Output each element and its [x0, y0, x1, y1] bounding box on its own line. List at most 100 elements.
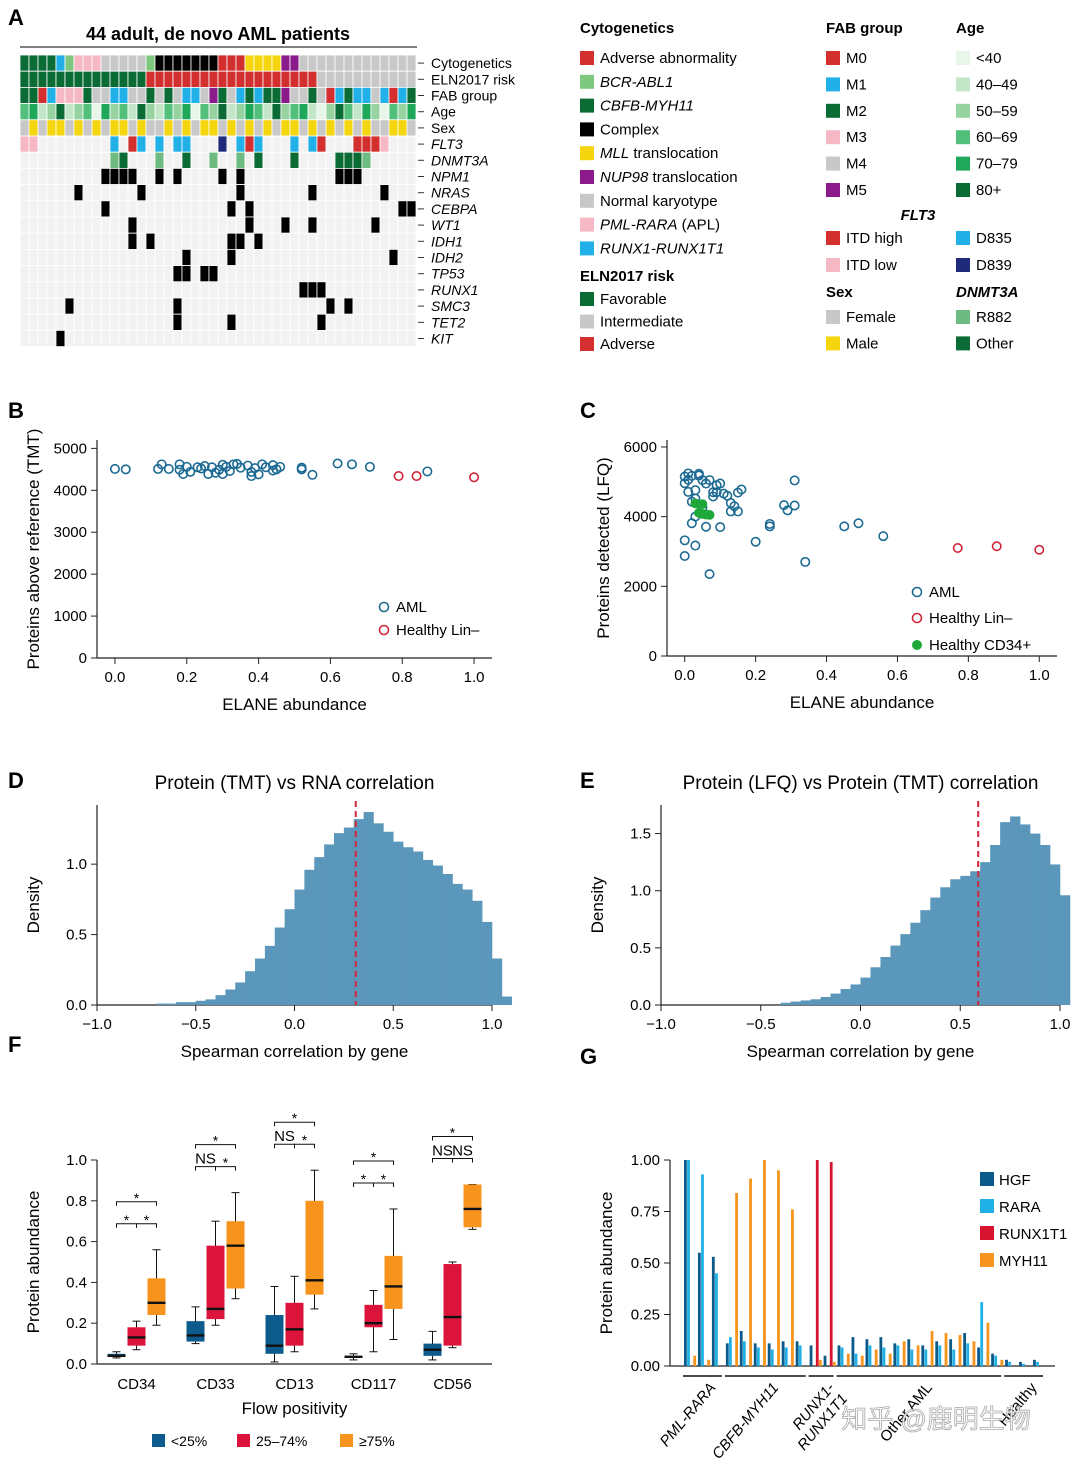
oncoprint-cell [64, 135, 75, 153]
oncoprint-cell [154, 184, 165, 202]
oncoprint-cell [199, 216, 210, 234]
oncoprint-cell [253, 87, 264, 105]
oncoprint-cell [244, 329, 255, 347]
panel-a-oncoprint: 44 adult, de novo AML patients Cytogenet… [19, 20, 1019, 353]
b-y-label: Proteins above reference (TMT) [24, 429, 43, 670]
oncoprint-cell [271, 313, 282, 331]
oncoprint-cell [37, 297, 48, 315]
oncoprint-cell [379, 54, 390, 72]
oncoprint-cell [406, 184, 417, 202]
c-point-healthy-lin [952, 542, 963, 553]
oncoprint-cell [127, 216, 138, 234]
g-legend-label: MYH11 [999, 1253, 1048, 1270]
legend-label: CBFB-MYH11 [600, 98, 694, 115]
g-bar-hgf [1005, 1359, 1008, 1366]
oncoprint-cell [118, 184, 129, 202]
oncoprint-cell [91, 281, 102, 299]
oncoprint-cell [379, 70, 390, 88]
oncoprint-cell [289, 265, 300, 283]
oncoprint-cell [325, 265, 336, 283]
e-bin [920, 910, 931, 1005]
oncoprint-cell [37, 329, 48, 347]
e-x-label: Spearman correlation by gene [747, 1042, 975, 1061]
oncoprint-cell [325, 216, 336, 234]
oncoprint-cell [406, 281, 417, 299]
oncoprint-cell [253, 216, 264, 234]
f-sig-bracket [373, 1182, 394, 1187]
oncoprint-cell [19, 167, 30, 185]
legend-label: BCR-ABL1 [600, 74, 673, 91]
oncoprint-cell [100, 135, 111, 153]
oncoprint-cell [145, 216, 156, 234]
oncoprint-cell [145, 232, 156, 250]
row-label: Age [431, 104, 456, 120]
oncoprint-cell [325, 54, 336, 72]
oncoprint-cell [100, 313, 111, 331]
c-point-aml [690, 540, 701, 551]
c-point-aml [679, 535, 690, 546]
oncoprint-cell [127, 200, 138, 218]
legend-title-eln: ELN2017 risk [580, 268, 675, 285]
oncoprint-cell [316, 200, 327, 218]
oncoprint-cell [109, 54, 120, 72]
panel-c-scatter: 0.0 0.2 0.4 0.6 0.8 1.0 0 2000 4000 6000 ELANE abu… [594, 439, 1057, 712]
oncoprint-cell [109, 297, 120, 315]
b-x-tick-label: 1.0 [464, 669, 485, 686]
d-bin [324, 844, 335, 1005]
legend-swatch [826, 51, 840, 65]
b-point-aml [364, 461, 375, 472]
oncoprint-cell [379, 200, 390, 218]
oncoprint-cell [82, 87, 93, 105]
oncoprint-cell [100, 151, 111, 169]
b-point-healthy-lin [393, 471, 404, 482]
oncoprint-cell [64, 184, 75, 202]
oncoprint-cell [289, 232, 300, 250]
oncoprint-cell [334, 200, 345, 218]
c-point-aml [704, 569, 715, 580]
oncoprint-cell [127, 232, 138, 250]
b-x-tick-label: 0.6 [320, 669, 341, 686]
oncoprint-cell [397, 216, 408, 234]
f-box-high [463, 1184, 482, 1228]
oncoprint-cell [343, 313, 354, 331]
oncoprint-cell [46, 329, 57, 347]
oncoprint-cell [352, 119, 363, 137]
oncoprint-cell [145, 135, 156, 153]
oncoprint-cell [28, 135, 39, 153]
oncoprint-cell [73, 281, 84, 299]
oncoprint-cell [307, 281, 318, 299]
oncoprint-cell [397, 119, 408, 137]
f-legend-label: 25–74% [256, 1433, 307, 1449]
legend-swatch [580, 98, 594, 113]
c-point-aml [736, 484, 747, 495]
oncoprint-cell [370, 135, 381, 153]
f-box-mid [206, 1245, 225, 1320]
row-label: SMC3 [431, 298, 470, 314]
c-point-aml [853, 518, 864, 529]
e-bin [850, 984, 861, 1005]
oncoprint-cell [406, 200, 417, 218]
oncoprint-cell [163, 329, 174, 347]
e-y-tick-label: 0.0 [630, 997, 651, 1014]
oncoprint-cell [370, 232, 381, 250]
legend-label: R882 [976, 309, 1012, 326]
oncoprint-cell [100, 281, 111, 299]
legend-title-flt3: FLT3 [901, 207, 936, 224]
legend-label: 40–49 [976, 76, 1018, 93]
oncoprint-cell [379, 119, 390, 137]
oncoprint-cell [199, 151, 210, 169]
oncoprint-cell [154, 248, 165, 266]
panel-letter-g: G [580, 1044, 597, 1069]
oncoprint-cell [262, 135, 273, 153]
legend-swatch [956, 51, 970, 65]
d-bin [176, 1002, 187, 1005]
oncoprint-cell [37, 167, 48, 185]
oncoprint-cell [91, 313, 102, 331]
oncoprint-cell [181, 70, 192, 88]
f-legend-swatch [152, 1434, 165, 1447]
oncoprint-cell [154, 135, 165, 153]
oncoprint-cell [298, 248, 309, 266]
panel-letter-f: F [8, 1032, 21, 1057]
oncoprint-cell [334, 265, 345, 283]
oncoprint-cell [235, 184, 246, 202]
